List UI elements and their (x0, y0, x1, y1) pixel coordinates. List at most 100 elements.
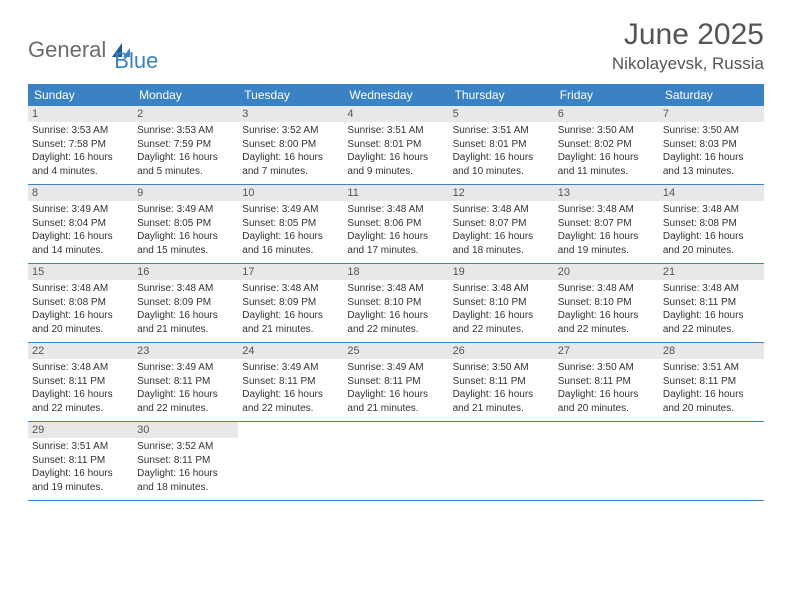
day-number-bar: 19 (449, 264, 554, 280)
day-number: 27 (558, 345, 655, 357)
day-cell: 8 Sunrise: 3:49 AMSunset: 8:04 PMDaylight… (28, 185, 133, 263)
day-number-bar: 7 (659, 106, 764, 122)
day-number-bar: 1 (28, 106, 133, 122)
day-cell (449, 422, 554, 500)
day-number-bar: 15 (28, 264, 133, 280)
day-info: Sunrise: 3:48 AMSunset: 8:08 PMDaylight:… (32, 282, 129, 336)
day-number: 22 (32, 345, 129, 357)
day-info: Sunrise: 3:48 AMSunset: 8:09 PMDaylight:… (137, 282, 234, 336)
day-info: Sunrise: 3:48 AMSunset: 8:08 PMDaylight:… (663, 203, 760, 257)
day-number-bar: 25 (343, 343, 448, 359)
day-info: Sunrise: 3:50 AMSunset: 8:11 PMDaylight:… (558, 361, 655, 415)
day-info: Sunrise: 3:48 AMSunset: 8:07 PMDaylight:… (453, 203, 550, 257)
day-cell: 19 Sunrise: 3:48 AMSunset: 8:10 PMDayligh… (449, 264, 554, 342)
day-cell (554, 422, 659, 500)
day-number: 4 (347, 108, 444, 120)
day-cell: 26Sunrise: 3:50 AMSunset: 8:11 PMDayligh… (449, 343, 554, 421)
day-info: Sunrise: 3:51 AMSunset: 8:01 PMDaylight:… (453, 124, 550, 178)
weekday-header: Friday (554, 84, 659, 106)
day-number: 30 (137, 424, 234, 436)
day-info: Sunrise: 3:49 AMSunset: 8:11 PMDaylight:… (137, 361, 234, 415)
day-number-bar: 11 (343, 185, 448, 201)
day-number-bar: 3 (238, 106, 343, 122)
day-info: Sunrise: 3:50 AMSunset: 8:02 PMDaylight:… (558, 124, 655, 178)
day-number: 5 (453, 108, 550, 120)
day-info: Sunrise: 3:48 AMSunset: 8:10 PMDaylight:… (453, 282, 550, 336)
day-info: Sunrise: 3:48 AMSunset: 8:10 PMDaylight:… (347, 282, 444, 336)
day-cell (659, 422, 764, 500)
day-info: Sunrise: 3:51 AMSunset: 8:11 PMDaylight:… (32, 440, 129, 494)
day-info: Sunrise: 3:48 AMSunset: 8:06 PMDaylight:… (347, 203, 444, 257)
day-cell: 18 Sunrise: 3:48 AMSunset: 8:10 PMDayligh… (343, 264, 448, 342)
day-cell: 9 Sunrise: 3:49 AMSunset: 8:05 PMDaylight… (133, 185, 238, 263)
day-info: Sunrise: 3:51 AMSunset: 8:11 PMDaylight:… (663, 361, 760, 415)
day-cell: 4 Sunrise: 3:51 AMSunset: 8:01 PMDaylight… (343, 106, 448, 184)
day-info: Sunrise: 3:49 AMSunset: 8:05 PMDaylight:… (137, 203, 234, 257)
day-info: Sunrise: 3:49 AMSunset: 8:04 PMDaylight:… (32, 203, 129, 257)
day-info: Sunrise: 3:48 AMSunset: 8:11 PMDaylight:… (32, 361, 129, 415)
weekday-header: Monday (133, 84, 238, 106)
day-number-bar: 12 (449, 185, 554, 201)
day-cell: 22 Sunrise: 3:48 AMSunset: 8:11 PMDayligh… (28, 343, 133, 421)
day-cell: 2 Sunrise: 3:53 AMSunset: 7:59 PMDaylight… (133, 106, 238, 184)
day-number: 24 (242, 345, 339, 357)
week-row: 15 Sunrise: 3:48 AMSunset: 8:08 PMDayligh… (28, 264, 764, 343)
day-number-bar: 29 (28, 422, 133, 438)
day-number: 9 (137, 187, 234, 199)
day-info: Sunrise: 3:48 AMSunset: 8:11 PMDaylight:… (663, 282, 760, 336)
day-number-bar: 30 (133, 422, 238, 438)
day-number-bar: 6 (554, 106, 659, 122)
day-info: Sunrise: 3:49 AMSunset: 8:11 PMDaylight:… (242, 361, 339, 415)
day-number-bar: 5 (449, 106, 554, 122)
calendar-grid: SundayMondayTuesdayWednesdayThursdayFrid… (28, 84, 764, 501)
day-number-bar: 23 (133, 343, 238, 359)
weekday-header: Thursday (449, 84, 554, 106)
day-cell: 24 Sunrise: 3:49 AMSunset: 8:11 PMDayligh… (238, 343, 343, 421)
day-number: 14 (663, 187, 760, 199)
day-number: 1 (32, 108, 129, 120)
day-number: 7 (663, 108, 760, 120)
day-cell: 3 Sunrise: 3:52 AMSunset: 8:00 PMDaylight… (238, 106, 343, 184)
day-number: 18 (347, 266, 444, 278)
day-cell: 13 Sunrise: 3:48 AMSunset: 8:07 PMDayligh… (554, 185, 659, 263)
day-cell: 1Sunrise: 3:53 AMSunset: 7:58 PMDaylight… (28, 106, 133, 184)
day-cell: 29 Sunrise: 3:51 AMSunset: 8:11 PMDayligh… (28, 422, 133, 500)
location-subtitle: Nikolayevsk, Russia (612, 54, 764, 74)
calendar-page: General Blue June 2025 Nikolayevsk, Russ… (0, 0, 792, 521)
day-info: Sunrise: 3:53 AMSunset: 7:59 PMDaylight:… (137, 124, 234, 178)
logo-text-blue: Blue (114, 48, 158, 74)
day-cell: 12 Sunrise: 3:48 AMSunset: 8:07 PMDayligh… (449, 185, 554, 263)
weekday-header-row: SundayMondayTuesdayWednesdayThursdayFrid… (28, 84, 764, 106)
day-info: Sunrise: 3:49 AMSunset: 8:11 PMDaylight:… (347, 361, 444, 415)
day-cell: 21Sunrise: 3:48 AMSunset: 8:11 PMDayligh… (659, 264, 764, 342)
week-row: 1Sunrise: 3:53 AMSunset: 7:58 PMDaylight… (28, 106, 764, 185)
day-number: 10 (242, 187, 339, 199)
day-cell: 27 Sunrise: 3:50 AMSunset: 8:11 PMDayligh… (554, 343, 659, 421)
day-info: Sunrise: 3:52 AMSunset: 8:00 PMDaylight:… (242, 124, 339, 178)
day-number-bar: 26 (449, 343, 554, 359)
day-cell: 11 Sunrise: 3:48 AMSunset: 8:06 PMDayligh… (343, 185, 448, 263)
day-number-bar: 13 (554, 185, 659, 201)
weekday-header: Wednesday (343, 84, 448, 106)
day-number-bar: 8 (28, 185, 133, 201)
day-number-bar: 4 (343, 106, 448, 122)
day-number: 20 (558, 266, 655, 278)
day-info: Sunrise: 3:48 AMSunset: 8:07 PMDaylight:… (558, 203, 655, 257)
day-info: Sunrise: 3:51 AMSunset: 8:01 PMDaylight:… (347, 124, 444, 178)
day-cell: 30Sunrise: 3:52 AMSunset: 8:11 PMDayligh… (133, 422, 238, 500)
day-number: 17 (242, 266, 339, 278)
day-number-bar: 10 (238, 185, 343, 201)
day-cell: 23 Sunrise: 3:49 AMSunset: 8:11 PMDayligh… (133, 343, 238, 421)
weekday-header: Sunday (28, 84, 133, 106)
weekday-header: Saturday (659, 84, 764, 106)
day-number-bar: 17 (238, 264, 343, 280)
day-number-bar: 9 (133, 185, 238, 201)
day-number: 26 (453, 345, 550, 357)
day-cell: 14 Sunrise: 3:48 AMSunset: 8:08 PMDayligh… (659, 185, 764, 263)
day-info: Sunrise: 3:50 AMSunset: 8:03 PMDaylight:… (663, 124, 760, 178)
day-cell (238, 422, 343, 500)
day-cell: 6 Sunrise: 3:50 AMSunset: 8:02 PMDaylight… (554, 106, 659, 184)
day-number: 12 (453, 187, 550, 199)
day-number-bar: 2 (133, 106, 238, 122)
logo-text-general: General (28, 37, 106, 63)
